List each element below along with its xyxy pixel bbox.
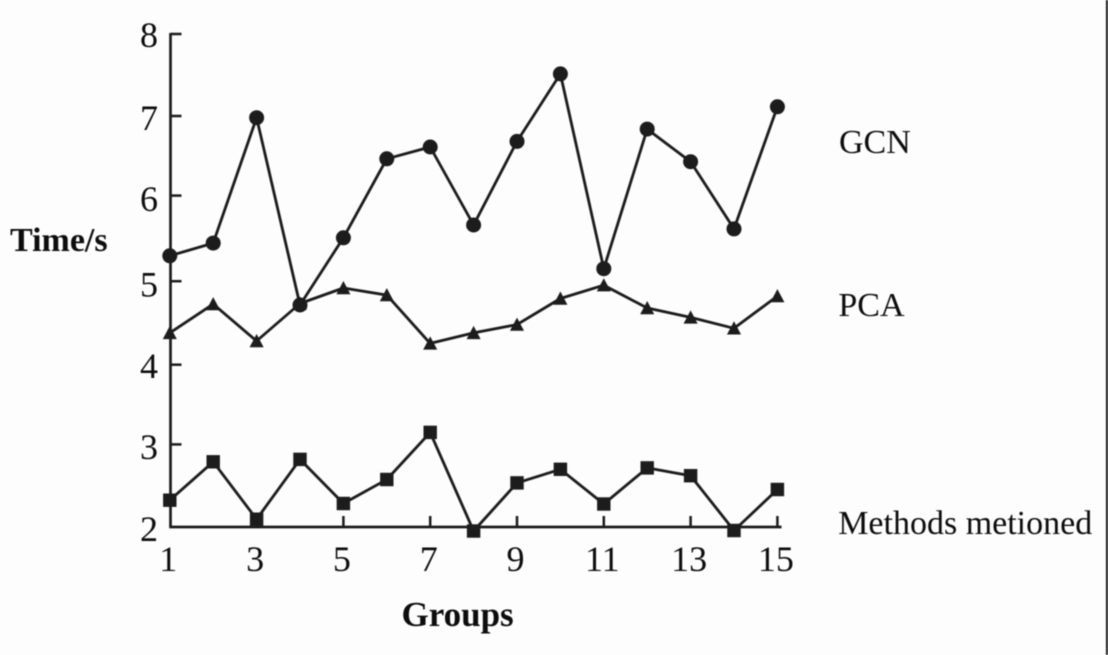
svg-text:Methods metioned: Methods metioned [838,505,1092,542]
svg-text:4: 4 [140,346,158,386]
svg-text:Groups: Groups [402,595,514,634]
svg-text:3: 3 [246,539,264,579]
svg-text:9: 9 [507,539,525,579]
svg-text:7: 7 [420,539,438,579]
svg-text:3: 3 [140,427,158,467]
svg-text:11: 11 [585,539,620,579]
svg-text:Time/s: Time/s [10,222,108,259]
svg-text:13: 13 [671,539,707,579]
svg-text:1: 1 [159,539,177,579]
svg-text:PCA: PCA [838,287,905,324]
svg-text:15: 15 [758,539,794,579]
svg-text:6: 6 [140,179,158,219]
svg-text:5: 5 [140,264,158,304]
svg-text:GCN: GCN [839,124,911,161]
svg-text:5: 5 [333,539,351,579]
svg-text:8: 8 [140,15,158,55]
svg-text:2: 2 [140,509,158,549]
svg-text:7: 7 [140,98,158,138]
